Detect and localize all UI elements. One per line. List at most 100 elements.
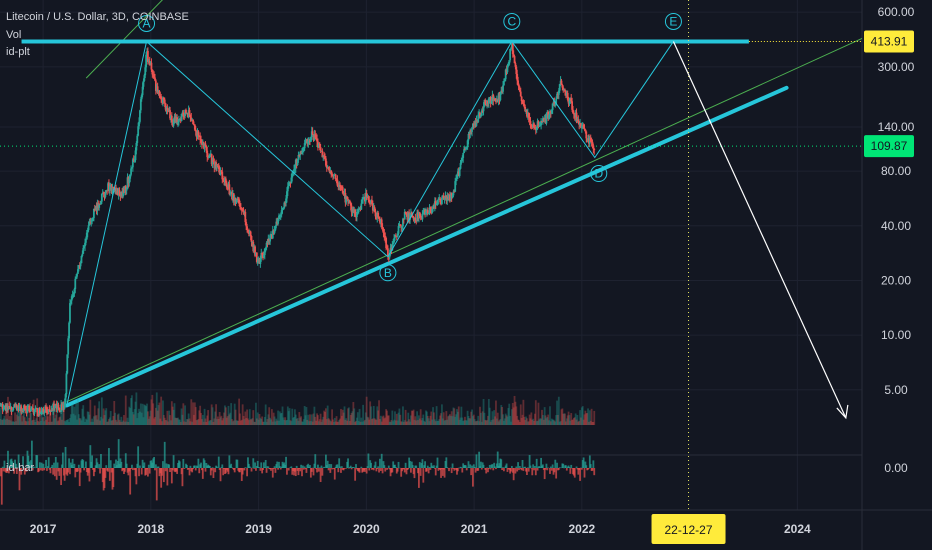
volume-bar (91, 418, 94, 425)
candle-body (226, 187, 229, 189)
volume-bar (557, 396, 560, 425)
candle-body (527, 112, 530, 118)
volume-bar (591, 421, 594, 425)
id-bar-column (169, 468, 171, 473)
id-bar-column (227, 468, 230, 475)
candle-body (42, 409, 45, 413)
candle-body (555, 98, 558, 104)
id-bar-column (188, 468, 191, 476)
volume-bar (54, 414, 57, 425)
volume-bar (574, 413, 577, 425)
volume-bar (419, 409, 422, 425)
candle-body (443, 198, 446, 200)
id-bar-legend[interactable]: id-bar (6, 462, 35, 474)
volume-bar (224, 405, 226, 425)
volume-bar (462, 421, 465, 425)
candle-body (104, 192, 107, 197)
candle-body (135, 142, 138, 151)
volume-bar (172, 409, 175, 425)
time-tick-label: 2018 (137, 522, 164, 536)
candle-body (139, 110, 141, 122)
volume-bar (232, 421, 234, 425)
volume-bar (92, 416, 95, 425)
id-bar-column (32, 466, 35, 468)
volume-bar (188, 418, 191, 425)
volume-bar (509, 415, 512, 425)
price-tick-label: 10.00 (881, 328, 911, 342)
id-bar-column (514, 468, 517, 474)
id-bar-column (112, 468, 115, 488)
volume-bar (100, 397, 103, 425)
volume-bar (455, 414, 457, 425)
id-bar-column (233, 468, 236, 473)
candle-body (460, 160, 463, 164)
id-bar-column (445, 457, 448, 468)
volume-bar (53, 401, 55, 425)
id-bar-column (533, 468, 535, 471)
volume-bar (588, 421, 590, 425)
volume-bar (440, 413, 442, 425)
id-bar-column (570, 464, 573, 468)
volume-bar (451, 416, 454, 425)
id-plt-legend[interactable]: id-plt (6, 46, 30, 58)
id-bar-column (137, 446, 140, 468)
volume-bar (309, 421, 312, 425)
volume-bar (517, 419, 519, 425)
id-bar-column (20, 468, 23, 475)
candle-body (361, 199, 364, 204)
id-bar-column (472, 464, 475, 468)
volume-bar (143, 404, 146, 425)
volume-bar (478, 421, 481, 425)
volume-bar (483, 412, 486, 425)
id-bar-column (267, 466, 270, 468)
id-bar-column (543, 468, 546, 480)
candle-body (441, 197, 443, 205)
id-bar-column (405, 468, 408, 475)
volume-bar (324, 411, 326, 425)
symbol-title[interactable]: Litecoin / U.S. Dollar, 3D, COINBASE (6, 11, 189, 23)
candle-body (200, 140, 202, 142)
volume-bar (474, 421, 477, 425)
volume-bar (422, 414, 425, 425)
id-bar-column (391, 468, 394, 473)
id-bar-column (403, 468, 406, 473)
volume-bar (405, 421, 408, 425)
candle-body (197, 131, 200, 136)
volume-bar (238, 398, 241, 425)
id-bar-column (376, 468, 379, 469)
candle-body (591, 141, 594, 146)
volume-bar (122, 420, 125, 425)
volume-bar (454, 416, 457, 425)
volume-bar (529, 418, 532, 425)
id-bar-column (501, 468, 504, 471)
volume-bar (257, 419, 260, 425)
id-bar-column (60, 468, 63, 486)
volume-bar (259, 417, 262, 425)
id-bar-column (204, 468, 207, 472)
id-bar-column (239, 468, 241, 473)
volume-legend[interactable]: Vol (6, 29, 22, 41)
candle-body (45, 406, 47, 410)
candle-body (134, 150, 137, 161)
volume-bar (321, 419, 324, 425)
candle-body (354, 209, 357, 217)
volume-bar (27, 421, 30, 425)
volume-bar (554, 421, 557, 425)
id-bar-column (494, 466, 496, 468)
id-bar-column (582, 457, 585, 468)
volume-bar (12, 421, 15, 425)
volume-bar (584, 410, 587, 425)
candle-body (580, 125, 583, 128)
id-bar-column (318, 467, 321, 468)
id-bar-column (120, 461, 123, 468)
candle-body (286, 186, 289, 192)
candle-body (357, 209, 360, 212)
candle-body (368, 199, 371, 202)
id-bar-column (154, 468, 156, 471)
id-bar-column (0, 468, 3, 505)
candle-body (237, 198, 240, 200)
id-bar-column (305, 468, 308, 473)
candle-body (144, 67, 147, 76)
candle-body (264, 248, 267, 250)
